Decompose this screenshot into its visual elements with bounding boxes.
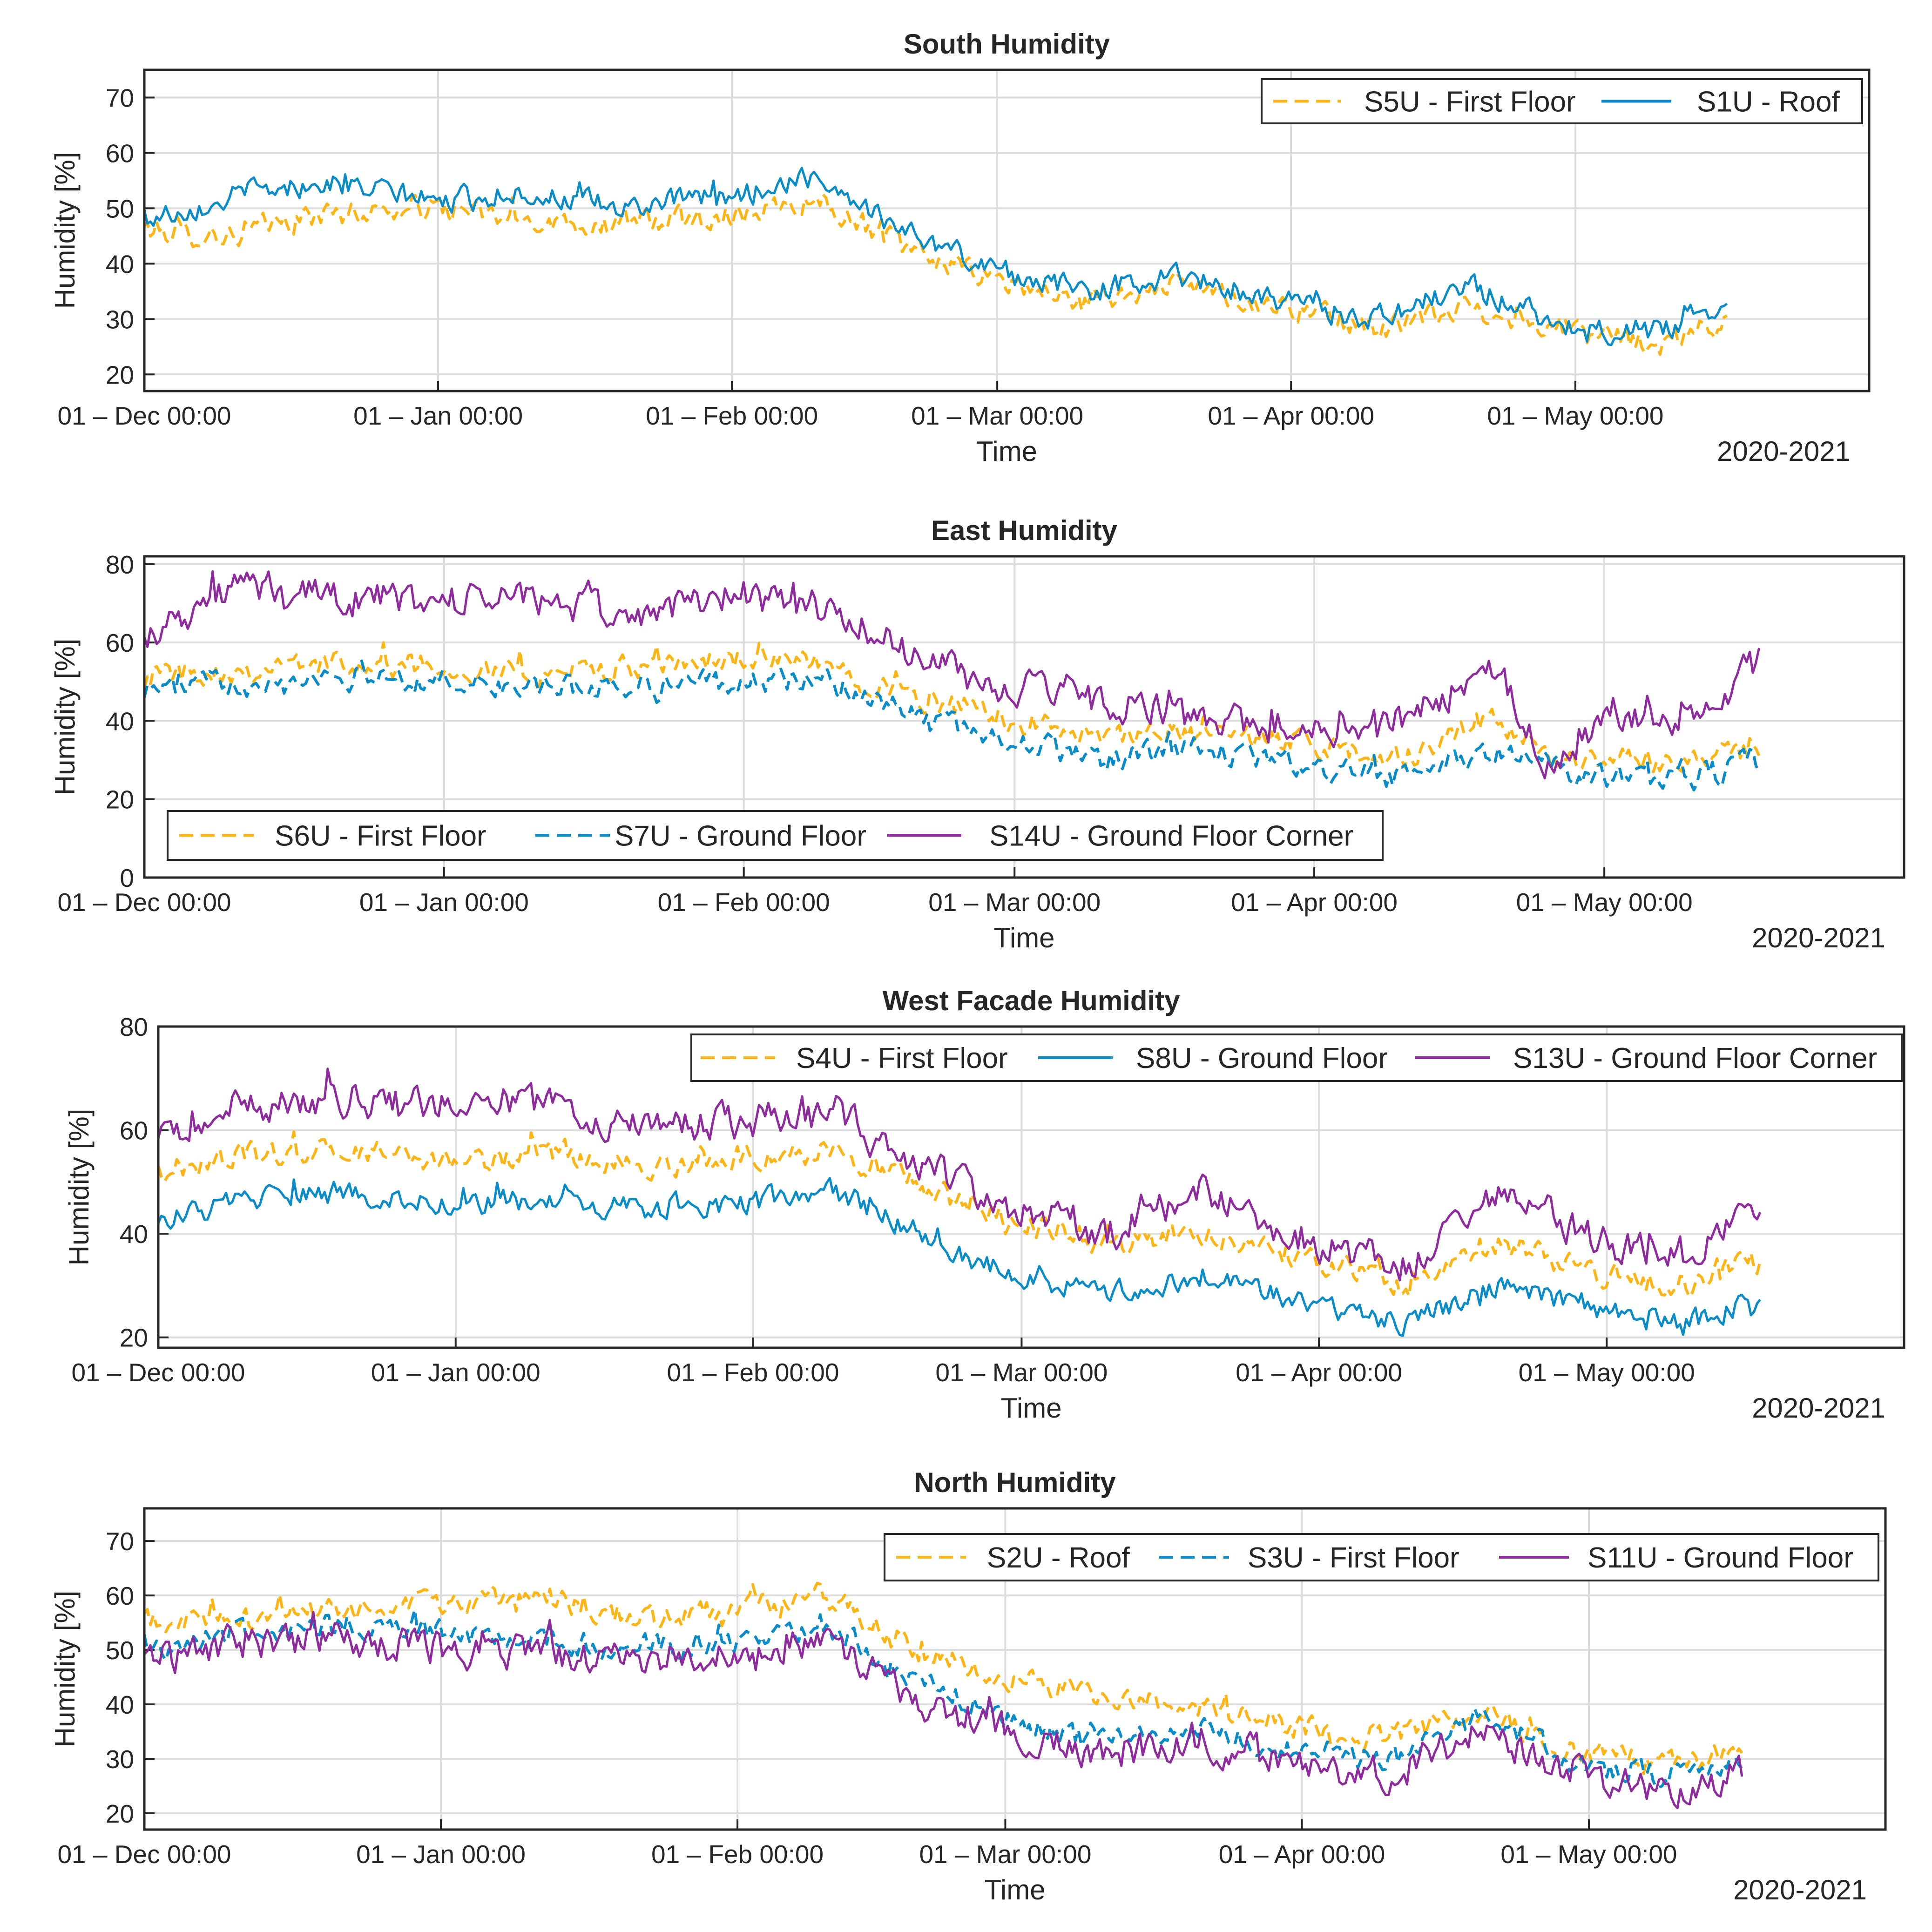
x-tick-label: 01 – Jan 00:00 <box>356 1840 526 1869</box>
y-tick-label: 60 <box>106 139 134 168</box>
legend-entry: S13U - Ground Floor Corner <box>1513 1042 1877 1074</box>
plot-frame <box>157 1025 1905 1349</box>
series-line <box>144 641 1761 774</box>
series-line <box>144 1581 1743 1775</box>
x-tick-label: 01 – Feb 00:00 <box>667 1358 839 1387</box>
y-tick-label: 60 <box>120 1116 148 1145</box>
x-tick-label: 01 – Dec 00:00 <box>57 888 231 917</box>
y-tick-label: 60 <box>106 628 134 657</box>
chart-panel-2: East Humidity 0 20 40 60 80 01 – Dec 00:00 01 –… <box>49 515 1905 953</box>
legend-entry: S4U - First Floor <box>796 1042 1008 1074</box>
y-axis-label: Humidity [%] <box>49 152 81 309</box>
y-tick-label: 40 <box>120 1220 148 1249</box>
y-tick-label: 20 <box>106 785 134 814</box>
legend-box <box>690 1034 1903 1082</box>
y-tick-label: 20 <box>120 1324 148 1352</box>
x-tick-label: 01 – Dec 00:00 <box>57 1840 231 1869</box>
y-tick-label: 30 <box>106 305 134 334</box>
series-line <box>144 659 1761 791</box>
x-tick-label: 01 – Jan 00:00 <box>371 1358 540 1387</box>
legend-entry: S7U - Ground Floor <box>615 820 866 852</box>
plot-frame <box>143 1507 1887 1831</box>
series-line <box>158 1067 1762 1282</box>
y-tick-label: 80 <box>106 550 134 579</box>
legend-entry: S1U - Roof <box>1697 86 1840 118</box>
x-tick-label: 01 – Jan 00:00 <box>353 401 523 430</box>
y-tick-label: 20 <box>106 1799 134 1828</box>
y-axis-label: Humidity [%] <box>49 1591 81 1748</box>
legend-entry: S3U - First Floor <box>1248 1542 1459 1574</box>
series-line <box>144 570 1760 780</box>
x-tick-label: 01 – Mar 00:00 <box>935 1358 1108 1387</box>
x-tick-label: 01 – Feb 00:00 <box>651 1840 824 1869</box>
x-tick-label: 01 – Jan 00:00 <box>359 888 529 917</box>
chart-title: South Humidity <box>904 28 1110 60</box>
legend-entry: S11U - Ground Floor <box>1587 1542 1853 1574</box>
x-axis-label: Time <box>993 922 1054 953</box>
series-line <box>158 1177 1761 1337</box>
x-tick-label: 01 – Feb 00:00 <box>658 888 830 917</box>
y-tick-label: 80 <box>120 1013 148 1041</box>
legend-entry: S2U - Roof <box>987 1542 1130 1574</box>
x-tick-label: 01 – Mar 00:00 <box>919 1840 1091 1869</box>
year-label: 2020-2021 <box>1733 1874 1867 1905</box>
x-tick-label: 01 – May 00:00 <box>1500 1840 1677 1869</box>
y-tick-label: 70 <box>106 83 134 112</box>
y-tick-label: 40 <box>106 250 134 278</box>
plot-frame <box>143 68 1871 392</box>
chart-title: North Humidity <box>914 1467 1116 1498</box>
y-tick-label: 30 <box>106 1745 134 1774</box>
plot-frame <box>143 555 1905 879</box>
legend-box <box>884 1533 1879 1581</box>
year-label: 2020-2021 <box>1752 1392 1885 1424</box>
x-tick-label: 01 – Dec 00:00 <box>71 1358 245 1387</box>
y-tick-label: 60 <box>106 1581 134 1610</box>
legend-entry: S14U - Ground Floor Corner <box>989 820 1353 852</box>
x-tick-label: 01 – Mar 00:00 <box>911 401 1083 430</box>
legend-box <box>167 810 1384 861</box>
year-label: 2020-2021 <box>1752 922 1885 953</box>
chart-panel-1: South Humidity 20 30 40 50 60 70 01 – Dec 00:00… <box>49 28 1871 467</box>
chart-title: East Humidity <box>931 515 1118 546</box>
series-line <box>144 193 1728 356</box>
y-tick-label: 20 <box>106 360 134 389</box>
y-axis-label: Humidity [%] <box>49 639 81 796</box>
legend-entry: S5U - First Floor <box>1364 86 1576 118</box>
x-tick-label: 01 – May 00:00 <box>1516 888 1693 917</box>
x-axis-label: Time <box>984 1874 1045 1905</box>
series-line <box>158 1130 1762 1299</box>
x-tick-label: 01 – Mar 00:00 <box>928 888 1101 917</box>
x-tick-label: 01 – Apr 00:00 <box>1231 888 1398 917</box>
legend-entry: S8U - Ground Floor <box>1136 1042 1388 1074</box>
year-label: 2020-2021 <box>1717 436 1851 467</box>
chart-panel-4: North Humidity 20 30 40 50 60 70 01 – Dec 00:00… <box>49 1467 1887 1905</box>
series-line <box>144 167 1728 346</box>
x-axis-label: Time <box>1000 1392 1061 1424</box>
x-tick-label: 01 – Feb 00:00 <box>646 401 818 430</box>
x-tick-label: 01 – Apr 00:00 <box>1208 401 1374 430</box>
y-tick-label: 0 <box>120 864 134 892</box>
y-axis-label: Humidity [%] <box>63 1109 95 1266</box>
x-tick-label: 01 – May 00:00 <box>1487 401 1663 430</box>
y-tick-label: 50 <box>106 1636 134 1665</box>
legend-entry: S6U - First Floor <box>275 820 486 852</box>
series-line <box>144 1608 1743 1789</box>
y-tick-label: 70 <box>106 1527 134 1556</box>
series-line <box>144 1611 1743 1810</box>
chart-panel-3: West Facade Humidity 20 40 60 80 01 – Dec 00:… <box>63 985 1905 1424</box>
x-tick-label: 01 – Apr 00:00 <box>1219 1840 1385 1869</box>
x-tick-label: 01 – Dec 00:00 <box>57 401 231 430</box>
x-tick-label: 01 – Apr 00:00 <box>1236 1358 1402 1387</box>
y-tick-label: 50 <box>106 194 134 223</box>
y-tick-label: 40 <box>106 1690 134 1719</box>
chart-title: West Facade Humidity <box>882 985 1180 1016</box>
x-tick-label: 01 – May 00:00 <box>1519 1358 1695 1387</box>
legend-box <box>1261 78 1863 124</box>
y-tick-label: 40 <box>106 707 134 736</box>
x-axis-label: Time <box>976 436 1037 467</box>
